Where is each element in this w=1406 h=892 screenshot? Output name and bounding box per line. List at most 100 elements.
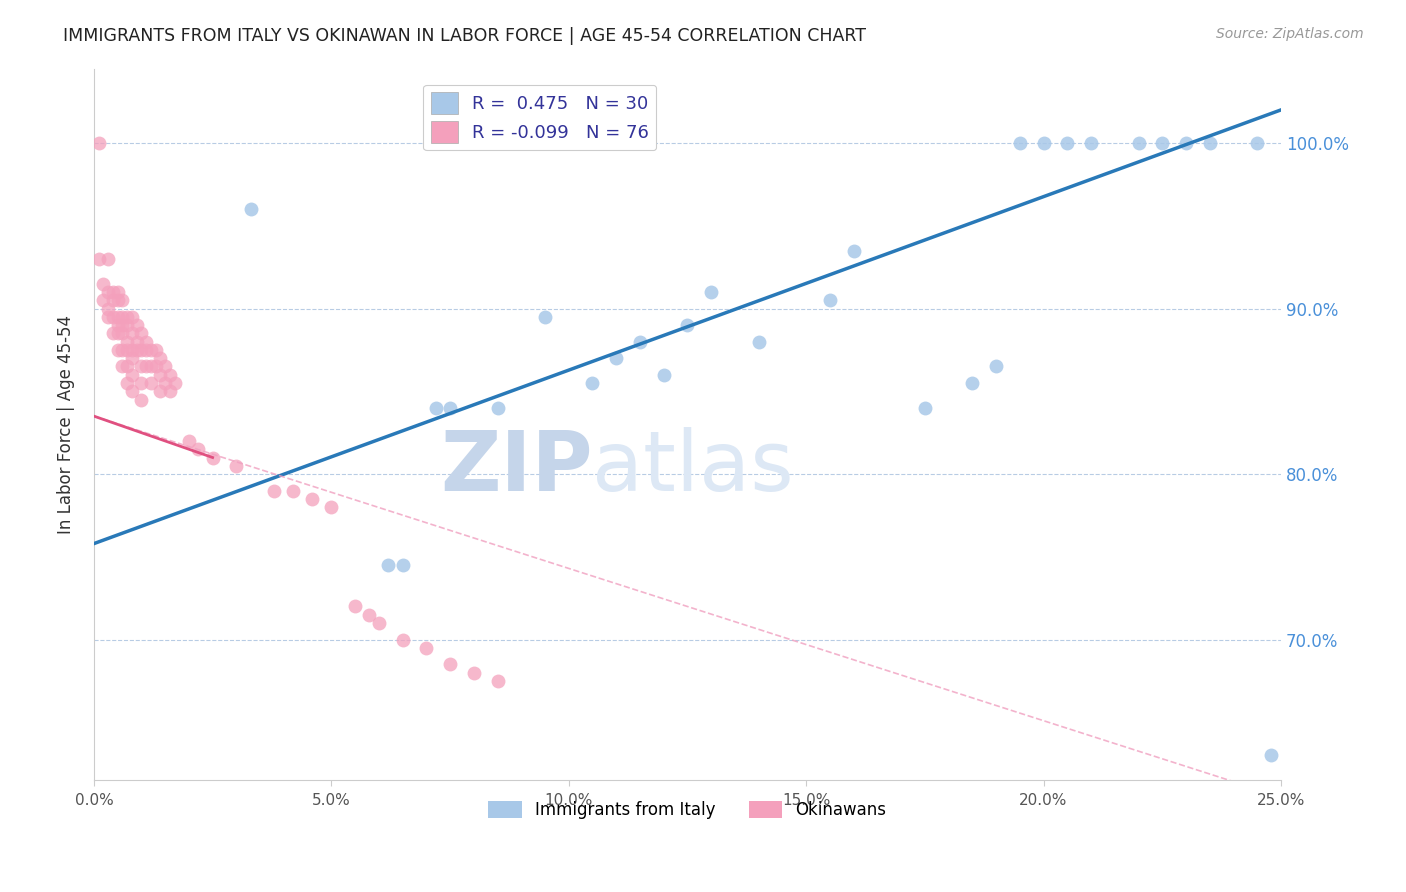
Point bbox=[131, 359, 153, 374]
Point bbox=[159, 384, 181, 399]
Point bbox=[605, 351, 627, 366]
Point bbox=[283, 483, 305, 498]
Point bbox=[1032, 136, 1054, 150]
Point bbox=[115, 359, 138, 374]
Point bbox=[121, 343, 143, 357]
Point bbox=[628, 334, 651, 349]
Point bbox=[145, 343, 167, 357]
Point bbox=[225, 458, 247, 473]
Point bbox=[111, 310, 134, 324]
Point bbox=[652, 368, 675, 382]
Point bbox=[111, 293, 134, 308]
Point bbox=[93, 293, 115, 308]
Point bbox=[700, 285, 723, 299]
Point bbox=[153, 359, 176, 374]
Point bbox=[111, 343, 134, 357]
Point bbox=[1152, 136, 1174, 150]
Point bbox=[463, 665, 485, 680]
Point bbox=[125, 334, 148, 349]
Point bbox=[97, 285, 120, 299]
Point bbox=[676, 318, 699, 332]
Point bbox=[1246, 136, 1268, 150]
Point bbox=[842, 244, 865, 258]
Point bbox=[97, 301, 120, 316]
Point bbox=[1128, 136, 1150, 150]
Point bbox=[1198, 136, 1220, 150]
Point bbox=[111, 359, 134, 374]
Point bbox=[149, 368, 172, 382]
Point bbox=[107, 293, 129, 308]
Point bbox=[107, 285, 129, 299]
Point bbox=[984, 359, 1007, 374]
Point bbox=[367, 615, 389, 630]
Point bbox=[115, 334, 138, 349]
Point bbox=[111, 326, 134, 341]
Text: IMMIGRANTS FROM ITALY VS OKINAWAN IN LABOR FORCE | AGE 45-54 CORRELATION CHART: IMMIGRANTS FROM ITALY VS OKINAWAN IN LAB… bbox=[63, 27, 866, 45]
Point bbox=[153, 376, 176, 390]
Point bbox=[125, 318, 148, 332]
Point bbox=[239, 202, 262, 217]
Point bbox=[97, 252, 120, 266]
Point bbox=[263, 483, 285, 498]
Y-axis label: In Labor Force | Age 45-54: In Labor Force | Age 45-54 bbox=[58, 315, 75, 534]
Point bbox=[101, 326, 124, 341]
Point bbox=[139, 376, 162, 390]
Point bbox=[748, 334, 770, 349]
Point bbox=[87, 136, 110, 150]
Text: Source: ZipAtlas.com: Source: ZipAtlas.com bbox=[1216, 27, 1364, 41]
Point bbox=[159, 368, 181, 382]
Point bbox=[415, 640, 437, 655]
Point bbox=[149, 384, 172, 399]
Point bbox=[1056, 136, 1078, 150]
Point bbox=[131, 343, 153, 357]
Point bbox=[101, 310, 124, 324]
Point bbox=[111, 318, 134, 332]
Point bbox=[121, 384, 143, 399]
Point bbox=[87, 252, 110, 266]
Point bbox=[439, 657, 461, 672]
Point bbox=[486, 401, 509, 415]
Point bbox=[818, 293, 841, 308]
Point bbox=[135, 334, 157, 349]
Point bbox=[581, 376, 603, 390]
Point bbox=[121, 310, 143, 324]
Point bbox=[115, 343, 138, 357]
Point bbox=[107, 310, 129, 324]
Point bbox=[115, 376, 138, 390]
Point bbox=[115, 318, 138, 332]
Point bbox=[201, 450, 224, 465]
Point bbox=[425, 401, 447, 415]
Point bbox=[914, 401, 936, 415]
Point bbox=[439, 401, 461, 415]
Point bbox=[93, 277, 115, 291]
Point bbox=[131, 392, 153, 407]
Point bbox=[125, 343, 148, 357]
Point bbox=[163, 376, 186, 390]
Point bbox=[135, 343, 157, 357]
Text: atlas: atlas bbox=[592, 426, 794, 508]
Point bbox=[321, 500, 343, 515]
Point bbox=[359, 607, 381, 622]
Point bbox=[101, 285, 124, 299]
Point bbox=[187, 442, 209, 457]
Point bbox=[1260, 748, 1282, 763]
Legend: Immigrants from Italy, Okinawans: Immigrants from Italy, Okinawans bbox=[482, 794, 893, 825]
Point bbox=[1008, 136, 1031, 150]
Point bbox=[101, 293, 124, 308]
Text: ZIP: ZIP bbox=[440, 426, 592, 508]
Point bbox=[135, 359, 157, 374]
Point bbox=[131, 326, 153, 341]
Point bbox=[121, 368, 143, 382]
Point bbox=[344, 599, 367, 614]
Point bbox=[391, 632, 413, 647]
Point bbox=[377, 558, 399, 573]
Point bbox=[121, 351, 143, 366]
Point bbox=[1175, 136, 1198, 150]
Point bbox=[107, 343, 129, 357]
Point bbox=[121, 326, 143, 341]
Point bbox=[131, 376, 153, 390]
Point bbox=[534, 310, 557, 324]
Point bbox=[962, 376, 984, 390]
Point bbox=[97, 310, 120, 324]
Point bbox=[486, 673, 509, 688]
